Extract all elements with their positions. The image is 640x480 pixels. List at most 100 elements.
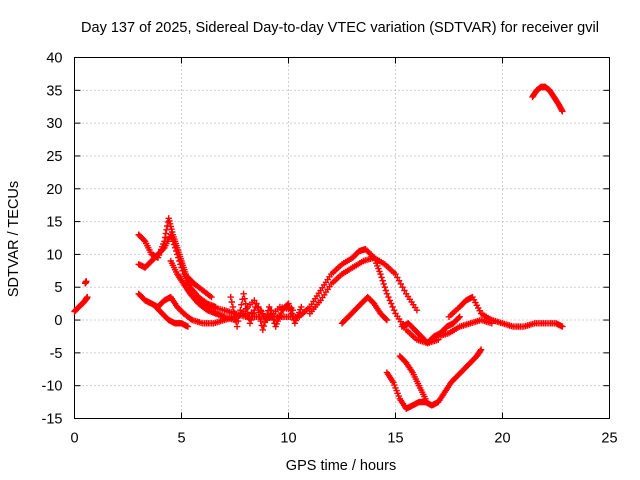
data-point-mid-1 <box>397 280 404 288</box>
data-point-trough <box>477 346 485 353</box>
x-tick-label: 10 <box>280 431 296 447</box>
x-tick-label: 0 <box>70 431 78 447</box>
data-point-tail-1 <box>559 323 566 330</box>
data-point-high-1 <box>388 300 395 307</box>
data-point-high-2 <box>174 251 181 258</box>
data-point-noise <box>233 323 241 330</box>
data-point-noise <box>285 300 292 307</box>
data-point-high-1 <box>381 284 388 291</box>
data-point-noise <box>237 307 244 314</box>
data-point-high-1 <box>377 270 384 278</box>
data-point-noise <box>248 313 256 320</box>
data-point-high-2 <box>178 264 185 271</box>
data-point-mid-1 <box>394 274 401 281</box>
x-tick-labels: 0 5 10 15 20 25 <box>70 431 617 447</box>
y-tick-label: 35 <box>46 83 62 99</box>
data-point-high-2 <box>177 261 184 268</box>
data-point-noise <box>235 317 242 325</box>
y-tick-label: -15 <box>42 412 63 428</box>
data-point-high-1 <box>390 307 398 314</box>
data-point-noise <box>289 313 296 320</box>
data-point-mid-2 <box>382 315 390 323</box>
y-tick-label: 20 <box>46 182 62 198</box>
data-point-high-1 <box>386 297 393 304</box>
chart-title: Day 137 of 2025, Sidereal Day-to-day VTE… <box>81 20 599 36</box>
data-point-high-1 <box>389 303 396 311</box>
data-point-noise <box>260 322 268 330</box>
data-point-noise <box>257 307 264 314</box>
data-point-noise <box>255 303 262 311</box>
data-point-high-1 <box>383 290 391 297</box>
data-point-mid-1 <box>392 270 399 278</box>
y-tick-label: 10 <box>46 247 62 263</box>
data-point-high-2 <box>175 254 182 261</box>
x-tick-label: 15 <box>387 431 403 447</box>
data-point-noise <box>269 313 276 320</box>
axis-ticks <box>74 57 610 419</box>
data-point-noise <box>238 301 245 308</box>
data-point-high-1 <box>378 274 385 281</box>
data-point-late-arc <box>559 108 566 115</box>
y-tick-label: -10 <box>42 379 63 395</box>
data-point-high-1 <box>385 293 392 301</box>
data-point-high-1 <box>382 287 390 294</box>
data-point-early-b <box>83 278 90 285</box>
data-point-mid-3 <box>456 313 463 320</box>
data-point-noise <box>240 290 247 297</box>
data-point-noise <box>227 293 234 301</box>
data-point-mid-3 <box>455 314 462 322</box>
data-point-high-2 <box>176 257 183 265</box>
data-point-high-2 <box>169 238 177 245</box>
data-point-high-2 <box>168 234 176 242</box>
data-point-noise <box>230 308 238 315</box>
data-point-noise <box>231 313 239 320</box>
y-tick-label: 25 <box>46 149 62 165</box>
y-tick-label: -5 <box>50 346 63 362</box>
data-point-mid-1 <box>413 307 421 314</box>
data-point-noise <box>241 295 248 302</box>
data-point-noise <box>246 320 254 327</box>
data-point-noise <box>256 313 263 320</box>
data-point-high-2 <box>212 303 219 311</box>
data-point-high-2 <box>171 244 179 251</box>
data-point-high-4 <box>208 293 215 301</box>
grid-lines <box>74 57 610 419</box>
plot-frame <box>74 57 610 419</box>
data-point-high-1 <box>379 277 386 284</box>
data-point-noise <box>259 326 266 334</box>
data-point-high-1 <box>140 237 148 244</box>
y-tick-label: 30 <box>46 116 62 132</box>
data-point-mid-1 <box>401 287 408 294</box>
data-point-high-2 <box>179 267 186 274</box>
x-tick-label: 20 <box>494 431 510 447</box>
data-point-noise <box>270 316 277 324</box>
x-axis-label: GPS time / hours <box>286 458 396 474</box>
data-point-noise <box>259 310 266 317</box>
data-point-noise <box>244 310 251 317</box>
data-point-noise <box>229 303 237 311</box>
data-point-high-2 <box>170 241 178 248</box>
data-point-high-2 <box>173 247 180 255</box>
y-tick-label: 15 <box>46 215 62 231</box>
data-point-noise <box>288 310 295 317</box>
data-point-noise <box>242 300 249 307</box>
data-point-mid-1 <box>399 284 406 291</box>
data-point-noise <box>289 307 296 314</box>
x-tick-label: 5 <box>177 431 185 447</box>
data-point-tail-2 <box>488 320 495 327</box>
y-tick-label: 0 <box>54 313 62 329</box>
data-point-high-2 <box>167 231 174 238</box>
y-axis-label: SDTVAR / TECUs <box>6 181 22 297</box>
data-point-noise <box>268 307 275 314</box>
x-tick-label: 25 <box>601 431 617 447</box>
data-point-noise <box>248 309 255 316</box>
y-tick-labels: -15 -10 -5 0 5 10 15 20 25 30 35 40 <box>42 51 63 428</box>
y-tick-label: 5 <box>54 280 62 296</box>
data-point-trough-2 <box>422 395 429 402</box>
data-point-high-1 <box>366 250 373 257</box>
data-point-low-2 <box>184 323 192 330</box>
data-point-mid-2 <box>383 316 391 324</box>
data-point-high-1 <box>380 280 387 288</box>
data-points <box>71 83 566 412</box>
